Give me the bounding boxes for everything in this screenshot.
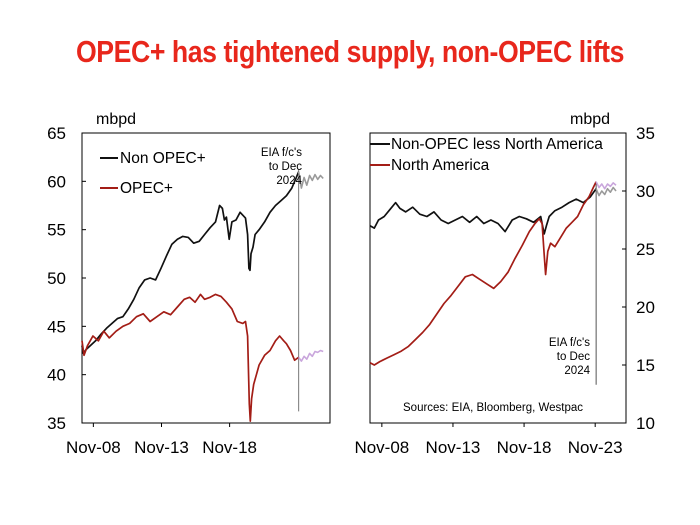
right-legend: Non-OPEC less North America North Americ… xyxy=(370,136,603,174)
left-annotation-line-2: to Dec xyxy=(269,161,302,173)
left-unit-label: mbpd xyxy=(96,111,136,128)
headline: OPEC+ has tightened supply, non-OPEC lif… xyxy=(75,34,625,69)
left-annotation: EIA f/c's to Dec 2024 xyxy=(261,147,303,187)
left-y-tick-label: 35 xyxy=(47,414,66,433)
right-y-ticks: 10 15 20 25 30 35 xyxy=(622,124,655,433)
left-x-tick-label: Nov-13 xyxy=(134,438,189,457)
right-x-tick-label: Nov-08 xyxy=(354,438,409,457)
legend-label-opec: OPEC+ xyxy=(120,180,173,197)
right-series-line-3 xyxy=(595,181,617,190)
left-annotation-line-1: EIA f/c's xyxy=(261,147,302,159)
legend-label-non-opec: Non OPEC+ xyxy=(120,150,206,167)
right-annotation: EIA f/c's to Dec 2024 xyxy=(549,337,591,377)
left-series-line-0 xyxy=(81,171,300,355)
left-panel: mbpd 35 40 45 50 55 60 65 Nov-08 Nov-13 Nov-18 N… xyxy=(47,111,331,457)
right-annotation-line-1: EIA f/c's xyxy=(549,337,590,349)
right-annotation-line-2: to Dec xyxy=(557,351,590,363)
right-unit-label: mbpd xyxy=(570,111,610,128)
right-plot-frame xyxy=(369,132,627,424)
left-x-tick-label: Nov-08 xyxy=(66,438,121,457)
left-legend: Non OPEC+ OPEC+ xyxy=(100,150,206,197)
right-annotation-line-3: 2024 xyxy=(564,365,590,377)
left-y-tick-label: 55 xyxy=(47,221,66,240)
right-series-line-2 xyxy=(595,186,617,197)
left-series-line-3 xyxy=(298,349,324,362)
left-x-ticks: Nov-08 Nov-13 Nov-18 xyxy=(66,423,257,457)
left-series-lines xyxy=(81,171,324,422)
source-note: Sources: EIA, Bloomberg, Westpac xyxy=(403,402,583,414)
right-x-ticks: Nov-08 Nov-13 Nov-18 Nov-23 xyxy=(354,423,623,457)
right-y-tick-label: 15 xyxy=(636,356,655,375)
left-y-tick-label: 50 xyxy=(47,269,66,288)
legend-label-non-opec-less-na: Non-OPEC less North America xyxy=(391,136,603,153)
right-y-tick-label: 35 xyxy=(636,124,655,143)
right-series-line-1 xyxy=(369,181,597,366)
left-y-ticks: 35 40 45 50 55 60 65 xyxy=(47,124,86,433)
legend-label-north-america: North America xyxy=(391,157,490,174)
right-y-tick-label: 25 xyxy=(636,240,655,259)
right-y-tick-label: 10 xyxy=(636,414,655,433)
left-series-line-2 xyxy=(297,171,324,189)
left-y-tick-label: 40 xyxy=(47,366,66,385)
right-series-lines xyxy=(369,181,617,366)
left-y-tick-label: 65 xyxy=(47,124,66,143)
left-x-tick-label: Nov-18 xyxy=(202,438,257,457)
right-x-tick-label: Nov-13 xyxy=(426,438,481,457)
right-x-tick-label: Nov-23 xyxy=(568,438,623,457)
right-x-tick-label: Nov-18 xyxy=(497,438,552,457)
right-y-tick-label: 30 xyxy=(636,182,655,201)
left-y-tick-label: 45 xyxy=(47,317,66,336)
left-annotation-line-3: 2024 xyxy=(276,175,302,187)
left-series-line-1 xyxy=(81,293,300,422)
right-y-tick-label: 20 xyxy=(636,298,655,317)
left-y-tick-label: 60 xyxy=(47,172,66,191)
right-series-line-0 xyxy=(369,188,597,235)
